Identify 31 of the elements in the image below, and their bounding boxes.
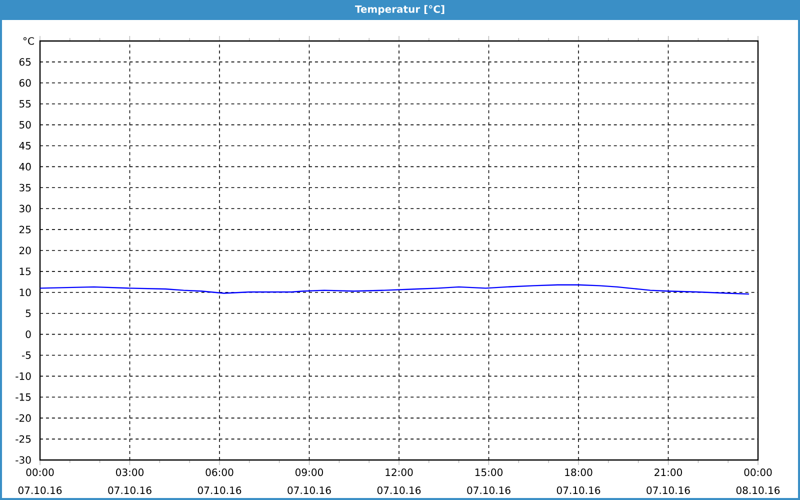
y-tick-label: 20 — [19, 246, 31, 254]
x-tick-label: 06:00 07.10.16 — [198, 468, 242, 494]
y-tick-label: 5 — [26, 310, 31, 318]
y-tick-label: 65 — [19, 58, 31, 66]
y-tick-label: 0 — [26, 330, 31, 338]
y-tick-label: -30 — [16, 456, 31, 464]
x-tick-label: 15:00 07.10.16 — [467, 468, 510, 494]
y-tick-label: 40 — [19, 162, 31, 170]
y-tick-label: 45 — [19, 142, 31, 150]
y-axis-title: °C — [23, 37, 34, 45]
chart-title: Temperatur [°C] — [355, 5, 444, 15]
y-tick-label: 10 — [20, 288, 31, 296]
x-tick-label: 03:00 07.10.16 — [108, 468, 152, 494]
y-tick-label: 35 — [20, 184, 31, 192]
y-tick-label: -10 — [16, 372, 31, 380]
x-tick-label: 21:00 07.10.16 — [646, 468, 690, 494]
y-tick-label: 55 — [20, 100, 31, 108]
x-tick-label: 00:00 07.10.16 — [18, 468, 62, 494]
y-tick-label: 15 — [20, 268, 31, 276]
y-tick-label: 60 — [19, 79, 31, 87]
x-tick-label: 00:00 08.10.16 — [736, 468, 780, 494]
x-tick-label: 18:00 07.10.16 — [556, 468, 600, 494]
y-tick-label: -5 — [22, 352, 31, 359]
x-tick-label: 09:00 07.10.16 — [288, 468, 331, 494]
y-tick-label: -20 — [16, 414, 31, 422]
x-tick-label: 12:00 07.10.16 — [377, 468, 421, 494]
y-tick-label: 25 — [19, 226, 31, 234]
y-tick-label: -15 — [16, 393, 31, 401]
y-tick-label: 50 — [20, 121, 31, 129]
y-tick-label: 30 — [20, 204, 31, 212]
y-tick-label: -25 — [16, 435, 31, 443]
